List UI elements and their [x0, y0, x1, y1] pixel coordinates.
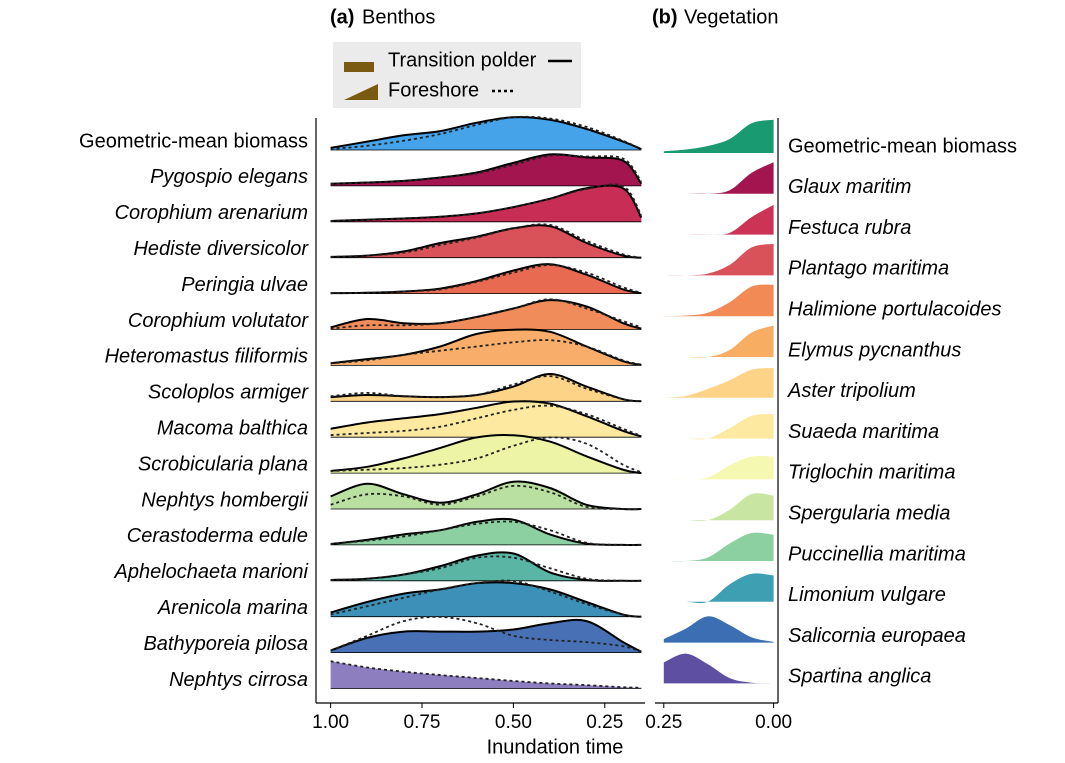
ridge-area — [663, 325, 774, 358]
ridge-label: Arenicola marina — [157, 597, 308, 619]
ridge-label: Aster tripolium — [787, 380, 916, 402]
ridge-area — [663, 456, 774, 480]
foreshore-line — [330, 555, 642, 582]
panel-label: (a) — [330, 6, 354, 28]
ridge-area — [330, 374, 642, 402]
ridge-area — [663, 414, 774, 440]
ridge-label: Elymus pycnanthus — [788, 339, 961, 361]
ridge-label: Corophium volutator — [128, 310, 309, 332]
ridge-area — [663, 368, 774, 398]
ridge-label: Scrobicularia plana — [138, 453, 308, 475]
transition-line — [330, 618, 642, 653]
transition-line — [330, 434, 642, 475]
legend-icon — [344, 62, 374, 72]
transition-line — [330, 299, 642, 330]
ridge-area — [330, 619, 642, 653]
panel-title: Vegetation — [684, 6, 779, 28]
transition-line — [330, 480, 642, 511]
x-tick-label: 0.75 — [404, 712, 441, 733]
panel-title: Benthos — [362, 6, 435, 28]
ridge-label: Heteromastus filiformis — [105, 346, 308, 368]
ridge-area — [663, 204, 774, 235]
ridge-area — [663, 119, 774, 153]
foreshore-line — [330, 298, 642, 330]
ridge-label: Salicornia europaea — [788, 625, 966, 647]
ridge-area — [330, 401, 642, 438]
ridge-label: Limonium vulgare — [788, 584, 946, 606]
transition-line — [330, 116, 642, 151]
ridge-label: Corophium arenarium — [115, 202, 308, 224]
ridge-label: Macoma balthica — [157, 417, 308, 439]
ridge-area — [330, 185, 642, 222]
x-tick-label: 1.00 — [312, 712, 349, 733]
foreshore-line — [330, 115, 642, 151]
ridge-area — [663, 284, 774, 317]
ridge-label: Spergularia media — [788, 502, 950, 524]
ridge-label: Cerastoderma edule — [127, 525, 308, 547]
foreshore-line — [330, 154, 643, 185]
x-tick-label: 0.25 — [586, 712, 623, 733]
ridge-label: Triglochin maritima — [788, 462, 955, 484]
ridge-label: Scoloplos armiger — [148, 382, 309, 404]
ridge-area — [663, 243, 774, 276]
foreshore-line — [330, 183, 643, 222]
ridge-label: Spartina anglica — [788, 666, 931, 688]
ridge-label: Glaux maritim — [788, 176, 911, 198]
ridge-area — [330, 518, 642, 545]
foreshore-line — [330, 264, 642, 295]
transition-line — [330, 581, 642, 618]
legend-icon — [344, 84, 378, 100]
x-tick-label: 0.50 — [495, 712, 532, 733]
legend-label: Foreshore — [388, 79, 479, 101]
ridge-area — [330, 329, 642, 366]
foreshore-line — [330, 339, 642, 366]
ridge-area — [330, 661, 642, 689]
ridge-area — [330, 300, 642, 330]
ridge-area — [663, 616, 774, 643]
ridge-label: Pygospio elegans — [150, 166, 308, 188]
ridge-label: Geometric-mean biomass — [788, 135, 1017, 157]
ridge-label: Geometric-mean biomass — [79, 130, 308, 152]
ridge-label: Nephtys hombergii — [141, 489, 308, 511]
ridge-label: Bathyporeia pilosa — [143, 633, 308, 655]
x-tick-label: 0.25 — [645, 712, 682, 733]
ridge-area — [663, 573, 774, 604]
ridge-area — [330, 582, 642, 617]
ridge-label: Festuca rubra — [788, 217, 911, 239]
ridge-area — [330, 435, 642, 474]
ridge-label: Plantago maritima — [788, 258, 949, 280]
ridge-label: Suaeda maritima — [788, 421, 939, 443]
ridge-area — [330, 117, 642, 150]
foreshore-line — [330, 223, 642, 259]
ridge-area — [663, 493, 774, 521]
x-tick-label: 0.00 — [755, 712, 792, 733]
ridge-area — [330, 154, 642, 186]
foreshore-line — [330, 520, 642, 546]
transition-line — [330, 400, 642, 438]
foreshore-line — [330, 375, 642, 403]
ridge-area — [663, 653, 774, 684]
foreshore-line — [330, 436, 642, 474]
transition-line — [330, 372, 642, 403]
legend-label: Transition polder — [388, 49, 537, 71]
foreshore-line — [330, 615, 642, 653]
ridge-label: Nephtys cirrosa — [169, 669, 308, 691]
x-axis-label: Inundation time — [487, 736, 624, 758]
ridge-label: Puccinellia maritima — [788, 543, 966, 565]
ridge-area — [330, 481, 642, 510]
ridge-area — [663, 162, 774, 195]
ridge-label: Hediste diversicolor — [133, 238, 309, 260]
foreshore-line — [330, 484, 642, 511]
foreshore-line — [330, 660, 642, 689]
ridge-area — [330, 225, 642, 258]
foreshore-line — [330, 404, 642, 437]
transition-line — [330, 517, 642, 546]
panel-label: (b) — [652, 6, 678, 28]
foreshore-line — [330, 579, 642, 618]
ridge-area — [663, 532, 774, 562]
ridge-label: Aphelochaeta marioni — [114, 561, 309, 583]
ridge-label: Halimione portulacoides — [788, 298, 1001, 320]
ridge-label: Peringia ulvae — [181, 274, 308, 296]
